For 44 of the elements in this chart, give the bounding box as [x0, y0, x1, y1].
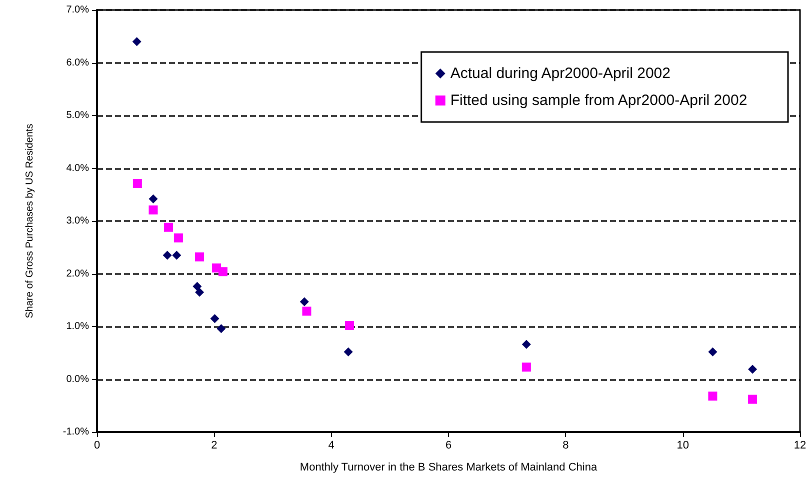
point [216, 324, 226, 334]
y-tick-label: 3.0% [66, 216, 90, 226]
x-tick-label: 0 [94, 440, 100, 452]
point [708, 392, 718, 401]
y-tick-label: 7.0% [66, 4, 90, 16]
point [132, 179, 142, 188]
y-tick-label: 0.0% [66, 374, 90, 385]
point [302, 306, 312, 316]
point [210, 314, 220, 324]
x-tick-label: 10 [676, 440, 689, 452]
x-tick-label: 12 [794, 440, 806, 452]
point [218, 267, 228, 276]
x-axis-title: Monthly Turnover in the B Shares Markets of Mainland China [300, 462, 598, 474]
y-tick-label: -1.0% [62, 426, 90, 438]
y-tick-label: 6.0% [66, 57, 90, 68]
point [132, 37, 142, 46]
y-tick-label: 1.0% [66, 321, 90, 332]
point [174, 233, 183, 242]
point [300, 297, 309, 306]
point [148, 194, 158, 204]
point [344, 347, 353, 356]
legend-label: Fitted using sample from Apr2000-April 2002 [450, 92, 748, 109]
point [748, 364, 758, 374]
x-tick-label: 8 [562, 440, 569, 452]
point [172, 250, 182, 260]
point [195, 288, 204, 297]
y-tick-label: 2.0% [66, 268, 90, 280]
point [708, 347, 718, 356]
point [164, 222, 173, 232]
point [522, 362, 531, 372]
point [162, 250, 172, 260]
y-axis-title: Share of Gross Purchases by US Residents [24, 124, 36, 318]
point [192, 282, 202, 291]
point [195, 252, 204, 262]
x-tick-label: 2 [211, 440, 218, 452]
legend-label: Actual during Apr2000-April 2002 [450, 65, 671, 82]
point [522, 340, 531, 349]
x-tick-label: 6 [445, 440, 452, 452]
point [748, 394, 758, 404]
x-tick-label: 4 [328, 440, 334, 452]
y-tick-label: 4.0% [66, 162, 90, 174]
y-tick-label: 5.0% [66, 110, 90, 121]
point [344, 320, 354, 330]
point [148, 205, 158, 214]
